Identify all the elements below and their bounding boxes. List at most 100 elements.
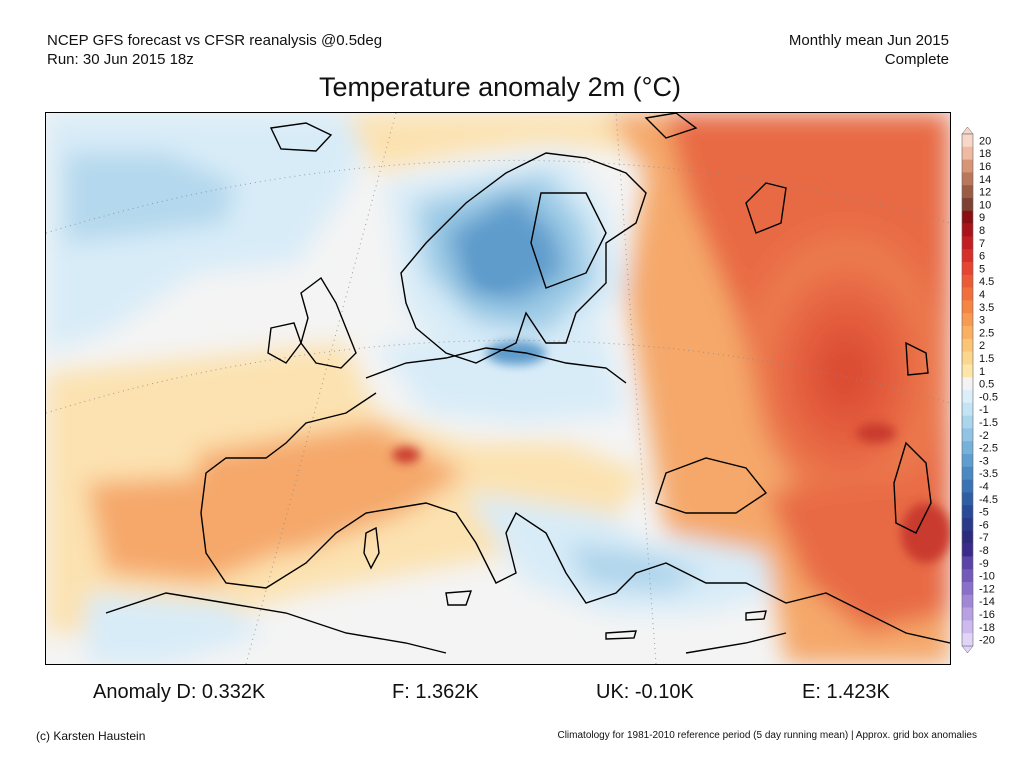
colorbar-swatch [962, 300, 973, 314]
colorbar-label: 10 [979, 199, 991, 211]
colorbar-label: 0.5 [979, 379, 994, 391]
coast-finland [530, 192, 607, 289]
colorbar-swatch [962, 274, 973, 288]
header-right: Monthly mean Jun 2015 Complete [789, 31, 949, 69]
anomaly-hotspots [392, 228, 950, 563]
period-label: Monthly mean Jun 2015 [788, 32, 949, 49]
coast-iceland [269, 122, 333, 152]
colorbar-swatch [962, 287, 973, 301]
anomaly-map [45, 112, 951, 665]
colorbar-swatch [962, 146, 973, 160]
colorbar-swatch [962, 172, 973, 186]
colorbar-swatch [962, 543, 973, 557]
colorbar-swatch [962, 223, 973, 237]
colorbar-swatch [962, 441, 973, 455]
colorbar-swatch [962, 518, 973, 532]
colorbar-swatch [962, 594, 973, 608]
colorbar-label: 14 [979, 174, 991, 186]
coast-novaya-zemlya [745, 182, 787, 234]
colorbar-swatch [962, 492, 973, 506]
colorbar-label: 1 [979, 366, 985, 378]
colorbar-label: 6 [979, 251, 985, 263]
colorbar-label: 2 [979, 340, 985, 352]
colorbar-swatch [962, 582, 973, 596]
colorbar-label: -7 [979, 532, 989, 544]
colorbar-label: -8 [979, 545, 989, 557]
colorbar-swatch [962, 185, 973, 199]
colorbar-label: 4.5 [979, 276, 994, 288]
colorbar-label: 3 [979, 315, 985, 327]
header-left: NCEP GFS forecast vs CFSR reanalysis @0.… [47, 31, 382, 69]
coast-aral [905, 341, 929, 376]
climatology-note: Climatology for 1981-2010 reference peri… [557, 730, 977, 741]
colorbar-bottom-arrow [961, 645, 974, 654]
map-title: Temperature anomaly 2m (°C) [319, 72, 681, 102]
colorbar-label: -18 [979, 622, 995, 634]
colorbar-swatch [962, 262, 973, 276]
colorbar-label: 5 [979, 263, 985, 275]
colorbar-swatch [962, 415, 973, 429]
anomaly-map-graphic [46, 113, 950, 664]
coast-caspian [893, 441, 932, 534]
colorbar-swatch [962, 466, 973, 480]
coast-scandinavia [400, 152, 647, 364]
colorbar-label: -20 [979, 635, 995, 647]
coast-sardinia-corsica [363, 526, 380, 570]
coast-crete [605, 630, 637, 640]
colorbar-label: 9 [979, 212, 985, 224]
graticule [46, 113, 950, 664]
colorbar-label: -16 [979, 609, 995, 621]
colorbar-label: 12 [979, 187, 991, 199]
colorbar-label: -3.5 [979, 468, 998, 480]
colorbar-swatch [962, 569, 973, 583]
colorbar-swatch [962, 377, 973, 391]
copyright: (c) Karsten Haustein [36, 729, 146, 743]
colorbar-swatch [962, 198, 973, 212]
colorbar-swatch [962, 351, 973, 365]
coast-cyprus [745, 610, 767, 621]
colorbar-label: -3 [979, 455, 989, 467]
colorbar-label: -6 [979, 519, 989, 531]
colorbar-swatch [962, 454, 973, 468]
coast-black-sea [655, 457, 768, 514]
colorbar-graphic: 201816141210987654.543.532.521.510.5-0.5… [961, 126, 998, 654]
colorbar-swatch [962, 326, 973, 340]
colorbar-label: 4 [979, 289, 985, 301]
colorbar-label: 16 [979, 161, 991, 173]
colorbar-swatch [962, 364, 973, 378]
colorbar-label: -2.5 [979, 443, 998, 455]
colorbar-label: 2.5 [979, 327, 994, 339]
anomaly-field [46, 113, 950, 664]
model-description: NCEP GFS forecast vs CFSR reanalysis @0.… [47, 32, 383, 49]
colorbar-label: 18 [979, 148, 991, 160]
coast-north-africa [105, 592, 787, 654]
colorbar-label: -4 [979, 481, 989, 493]
colorbar-label: -12 [979, 583, 995, 595]
colorbar-frame [961, 133, 974, 647]
anomaly-uk: UK: -0.10K [596, 681, 694, 703]
colorbar-label: 8 [979, 225, 985, 237]
anomaly-germany: Anomaly D: 0.332K [93, 681, 266, 703]
colorbar-label: 7 [979, 238, 985, 250]
colorbar-label: -1.5 [979, 417, 998, 429]
colorbar-swatch [962, 505, 973, 519]
colorbar-swatch [962, 210, 973, 224]
colorbar-swatch [962, 236, 973, 250]
colorbar-swatch [962, 390, 973, 404]
colorbar-swatch [962, 479, 973, 493]
colorbar-swatch [962, 249, 973, 263]
colorbar-swatch [962, 338, 973, 352]
colorbar-label: -4.5 [979, 494, 998, 506]
colorbar-swatch [962, 402, 973, 416]
colorbar-swatch [962, 530, 973, 544]
coast-sicily [445, 590, 473, 606]
colorbar-label: -1 [979, 404, 989, 416]
colorbar-swatch [962, 620, 973, 634]
completion-status: Complete [884, 51, 949, 68]
colorbar-label: 20 [979, 135, 991, 147]
colorbar-swatch [962, 313, 973, 327]
colorbar-swatch [962, 428, 973, 442]
coast-british-isles [300, 276, 357, 369]
colorbar-swatch [962, 633, 973, 647]
colorbar-label: -2 [979, 430, 989, 442]
